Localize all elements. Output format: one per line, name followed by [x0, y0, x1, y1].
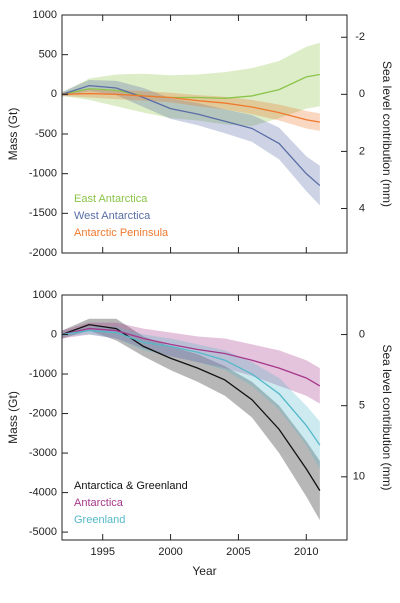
y-tick-label: -1500 [29, 207, 57, 219]
y-tick-label: 1000 [33, 289, 57, 301]
x-tick-label: 2000 [158, 546, 182, 558]
x-tick-label: 2005 [226, 546, 250, 558]
series-line [61, 327, 321, 387]
y-tick-label: -2000 [29, 247, 57, 259]
y2-tick-label: 5 [359, 400, 365, 412]
y-tick-label: -4000 [29, 486, 57, 498]
legend-label: Antarctica [74, 497, 124, 509]
x-tick-label: 1995 [90, 546, 114, 558]
plot-frame [61, 294, 348, 541]
series-line [61, 92, 320, 123]
y2-tick-label: 4 [359, 202, 365, 214]
y2-tick-label: 10 [353, 471, 365, 483]
y2-tick-label: -2 [355, 31, 365, 43]
y-tick-label: 1000 [33, 9, 57, 21]
series-line [61, 84, 321, 187]
y2-axis-label: Sea level contribution (mm) [380, 61, 394, 207]
band [62, 80, 320, 206]
y-tick-label: -2000 [29, 407, 57, 419]
x-axis-label: Year [192, 564, 216, 578]
y-tick-label: 500 [39, 49, 57, 61]
legend-label: Greenland [74, 514, 125, 526]
y-tick-label: -1000 [29, 168, 57, 180]
y2-tick-label: 2 [359, 145, 365, 157]
legend-label: Antarctic Peninsula [74, 227, 169, 239]
series-line [61, 323, 321, 491]
band [62, 326, 320, 469]
y2-tick-label: 0 [359, 88, 365, 100]
y-tick-label: -500 [35, 128, 57, 140]
legend-label: West Antarctica [74, 210, 151, 222]
x-tick-label: 2010 [294, 546, 318, 558]
y-axis-label: Mass (Gt) [6, 108, 20, 161]
y-tick-label: 0 [51, 88, 57, 100]
legend-label: East Antarctica [74, 193, 148, 205]
band [62, 42, 320, 127]
legend-label: Antarctica & Greenland [74, 480, 188, 492]
y2-tick-label: 0 [359, 328, 365, 340]
y2-axis-label: Sea level contribution (mm) [380, 344, 394, 490]
y-tick-label: 0 [51, 328, 57, 340]
y-tick-label: -3000 [29, 447, 57, 459]
y-axis-label: Mass (Gt) [6, 391, 20, 444]
y-tick-label: -1000 [29, 368, 57, 380]
band [62, 318, 320, 521]
series-line [61, 73, 320, 99]
series-line [61, 329, 321, 446]
y-tick-label: -5000 [29, 526, 57, 538]
